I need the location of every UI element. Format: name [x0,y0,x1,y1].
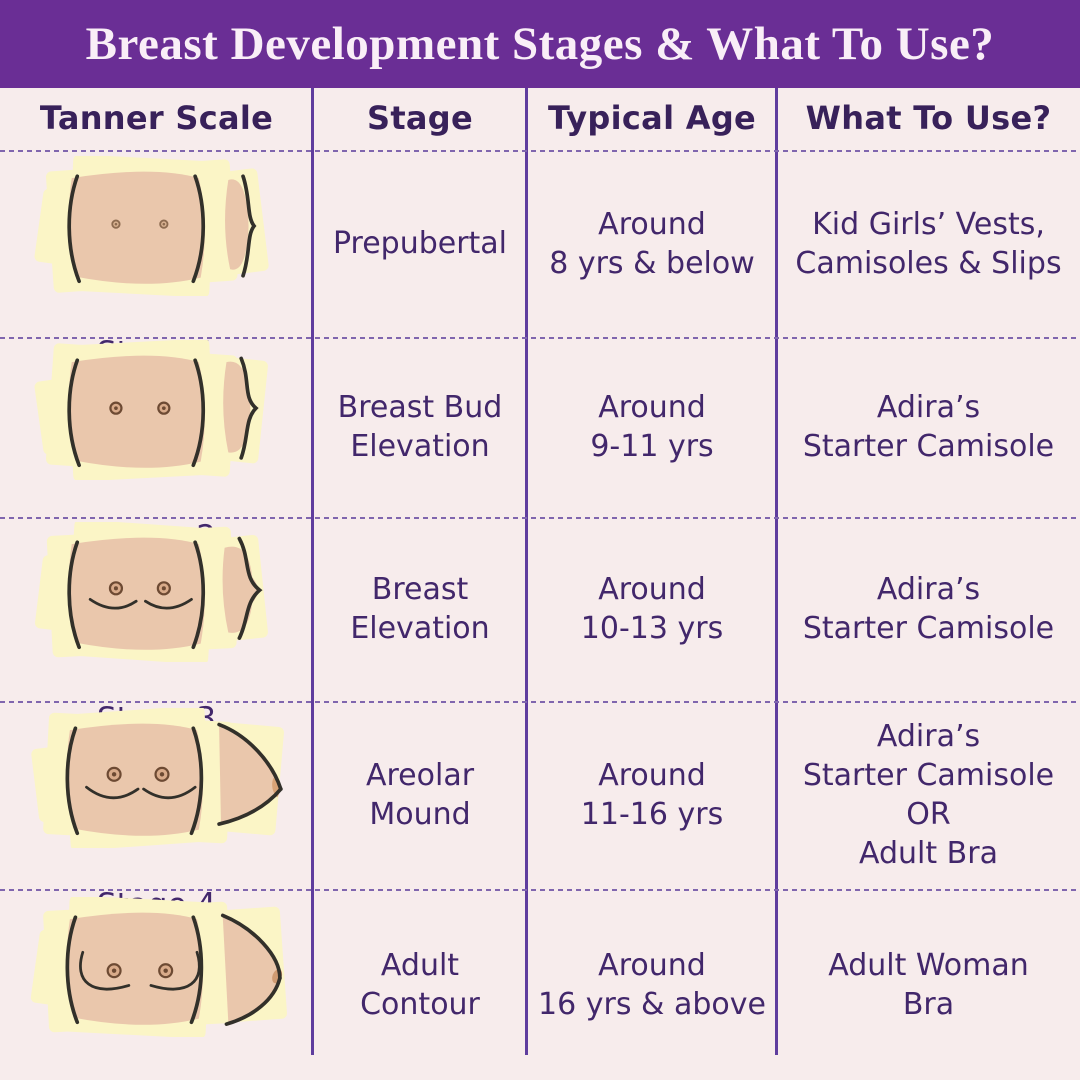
table-cell-stage-4-name: Areolar Mound [365,758,475,832]
column-header-tanner-scale: Tanner Scale [39,99,274,138]
stage-label: Stage 5 [97,1074,216,1080]
row-divider [0,517,1080,519]
prepubertal-torso-front-and-side-icon [22,117,291,335]
stages-table: Tanner Scale Stage Typical Age What To U… [0,88,1080,1080]
table-cell-stage-1-age: Around 8 yrs & below [549,206,755,281]
column-divider [525,88,528,1055]
breast-bud-torso-front-and-side-icon [22,301,291,519]
title-banner: Breast Development Stages & What To Use? [0,0,1080,88]
page-title: Breast Development Stages & What To Use? [85,18,995,70]
column-divider [775,88,778,1055]
table-row-1-tanner-scale: Stage 1 [0,150,313,371]
table-cell-stage-2-name: Breast Bud Elevation [337,390,503,464]
areolar-mound-torso-front-and-side-icon [22,669,291,887]
table-cell-stage-1-use: Kid Girls’ Vests, Camisoles & Slips [795,206,1062,281]
adult-contour-torso-front-and-side-icon [22,858,291,1076]
column-header-stage: Stage [366,99,474,138]
column-header-what-to-use: What To Use? [805,99,1052,138]
table-cell-stage-2-age: Around 9-11 yrs [590,390,714,464]
table-row-2-tanner-scale: Stage 2 [0,337,313,555]
row-divider [0,889,1080,891]
table-cell-stage-1-name: Prepubertal [332,226,508,261]
table-cell-stage-5-age: Around 16 yrs & above [538,947,766,1022]
table-cell-stage-3-name: Breast Elevation [350,572,490,646]
table-cell-stage-4-age: Around 11-16 yrs [580,758,724,832]
column-header-typical-age: Typical Age [547,99,757,138]
table-cell-stage-4-use: Adira’s Starter Camisole OR Adult Bra [802,719,1055,871]
row-divider [0,337,1080,339]
table-row-3-tanner-scale: Stage 3 [0,517,313,737]
column-divider [311,88,314,1055]
row-divider [0,701,1080,703]
table-cell-stage-3-use: Adira’s Starter Camisole [802,572,1055,646]
table-cell-stage-5-use: Adult Woman Bra [828,947,1029,1022]
row-divider [0,150,1080,152]
table-cell-stage-2-use: Adira’s Starter Camisole [802,390,1055,464]
table-cell-stage-5-name: Adult Contour [360,947,480,1022]
table-cell-stage-3-age: Around 10-13 yrs [580,572,724,646]
table-row-4-tanner-scale: Stage 4 [0,701,313,923]
table-row-5-tanner-scale: Stage 5 [0,889,313,1080]
breast-elevation-torso-front-and-side-icon [22,483,291,701]
